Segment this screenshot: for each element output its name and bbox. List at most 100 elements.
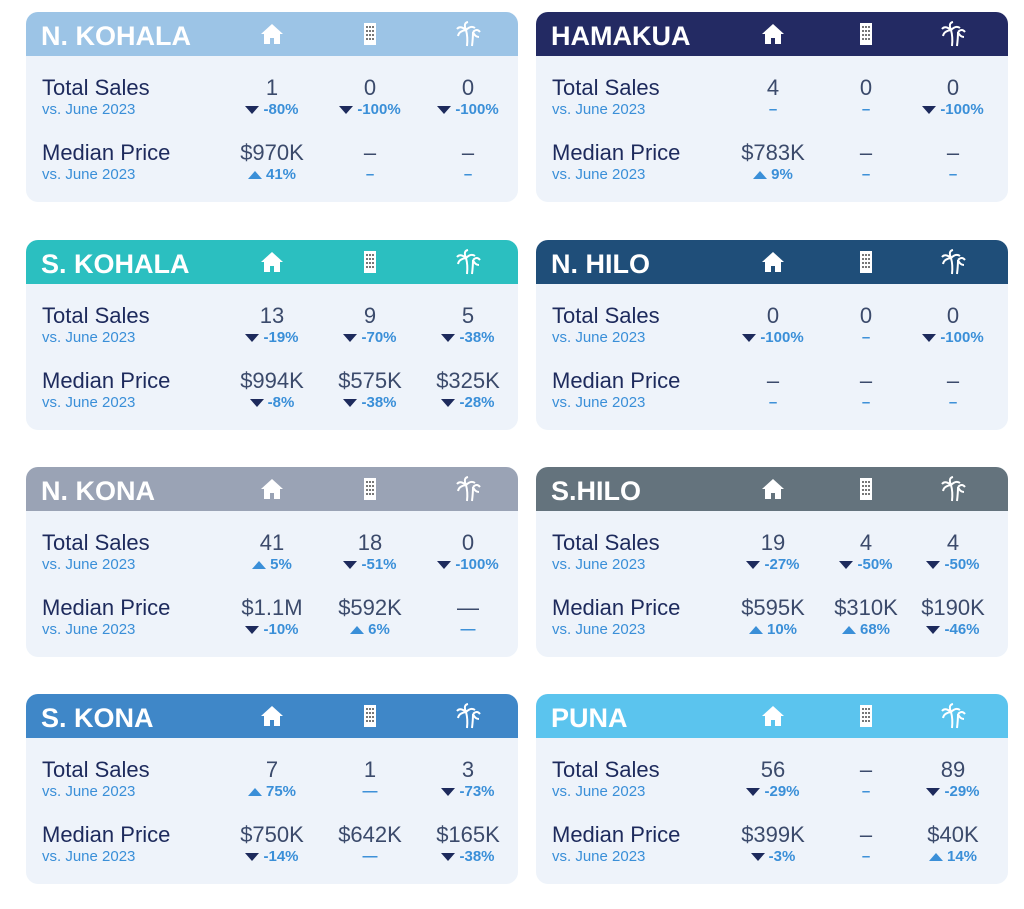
- card-header: S.HILO: [536, 467, 1008, 511]
- land-icon: [456, 703, 481, 729]
- change-text: -14%: [263, 848, 299, 865]
- change-text: –: [768, 101, 778, 118]
- change: -46%: [903, 621, 1003, 638]
- row-sublabel: vs. June 2023: [42, 783, 136, 800]
- change-arrow: [922, 334, 937, 343]
- change-text: –: [768, 394, 778, 411]
- change: -27%: [723, 556, 823, 573]
- change-text: -50%: [857, 556, 893, 573]
- change-text: –: [463, 166, 473, 183]
- value: 7: [265, 757, 279, 782]
- district-title: N. KOHALA: [41, 21, 191, 51]
- change-text: –: [861, 166, 871, 183]
- row-sublabel: vs. June 2023: [42, 329, 136, 346]
- card-header: HAMAKUA: [536, 12, 1008, 56]
- district-title: N. KONA: [41, 476, 155, 506]
- change: –: [816, 783, 916, 800]
- change-text: –: [861, 783, 871, 800]
- change: -38%: [418, 329, 518, 346]
- value: 9: [363, 303, 377, 328]
- change-text: –: [861, 394, 871, 411]
- change-arrow: [441, 853, 456, 862]
- change: -100%: [418, 101, 518, 118]
- change-text: -51%: [361, 556, 397, 573]
- change: —: [320, 848, 420, 865]
- value: –: [946, 368, 960, 393]
- change-text: -28%: [459, 394, 495, 411]
- value: –: [859, 822, 873, 847]
- row-label: Median Price: [42, 822, 171, 847]
- change-text: –: [365, 166, 375, 183]
- value: $399K: [741, 822, 805, 847]
- row-sublabel: vs. June 2023: [42, 848, 136, 865]
- value: –: [766, 368, 780, 393]
- value: 13: [259, 303, 285, 328]
- land-icon: [941, 703, 966, 729]
- change-arrow: [343, 561, 358, 570]
- value: 0: [363, 75, 377, 100]
- change: –: [816, 394, 916, 411]
- value: 56: [760, 757, 786, 782]
- district-card: S. KONA Total Sales vs. June 2023 7 75% 1—3 -7…: [26, 694, 518, 884]
- value: 5: [461, 303, 475, 328]
- change-text: -38%: [361, 394, 397, 411]
- change-text: -38%: [459, 848, 495, 865]
- row-label: Median Price: [552, 822, 681, 847]
- change: -50%: [903, 556, 1003, 573]
- value: 0: [461, 530, 475, 555]
- condo-icon: [364, 705, 376, 727]
- value: 0: [946, 75, 960, 100]
- row-label: Total Sales: [42, 303, 150, 328]
- change: 75%: [222, 783, 322, 800]
- row-sublabel: vs. June 2023: [552, 621, 646, 638]
- change-text: 41%: [265, 166, 297, 183]
- land-icon: [941, 249, 966, 275]
- change-text: —: [362, 848, 378, 865]
- change-text: -3%: [768, 848, 796, 865]
- value: 89: [940, 757, 966, 782]
- condo-icon: [364, 23, 376, 45]
- change-arrow: [922, 106, 937, 115]
- change-arrow: [441, 334, 456, 343]
- row-label: Median Price: [552, 368, 681, 393]
- value: $40K: [927, 822, 979, 847]
- row-sublabel: vs. June 2023: [42, 621, 136, 638]
- change: -100%: [903, 329, 1003, 346]
- district-title: PUNA: [551, 703, 628, 733]
- condo-icon: [860, 705, 872, 727]
- value: 0: [461, 75, 475, 100]
- change-arrow: [245, 853, 260, 862]
- change: –: [723, 394, 823, 411]
- district-card: HAMAKUA Total Sales vs. June 2023 4–0–0 -100…: [536, 12, 1008, 202]
- change-text: 9%: [771, 166, 793, 183]
- change-text: 10%: [766, 621, 798, 638]
- value: $970K: [240, 140, 304, 165]
- home-icon: [762, 24, 784, 44]
- change: –: [723, 101, 823, 118]
- value: 0: [859, 75, 873, 100]
- condo-icon: [860, 251, 872, 273]
- home-icon: [762, 479, 784, 499]
- row-sublabel: vs. June 2023: [42, 556, 136, 573]
- land-icon: [941, 21, 966, 47]
- change-text: –: [948, 394, 958, 411]
- row-sublabel: vs. June 2023: [552, 394, 646, 411]
- change: 68%: [816, 621, 916, 638]
- change: -10%: [222, 621, 322, 638]
- home-icon: [261, 479, 283, 499]
- change-text: -100%: [455, 101, 499, 118]
- row-sublabel: vs. June 2023: [552, 166, 646, 183]
- change: -29%: [903, 783, 1003, 800]
- district-card: S.HILO Total Sales vs. June 2023 19 -27% 4 -50…: [536, 467, 1008, 657]
- land-icon: [456, 476, 481, 502]
- card-header: N. KONA: [26, 467, 518, 511]
- row-label: Total Sales: [552, 75, 660, 100]
- row-label: Total Sales: [42, 75, 150, 100]
- row-sublabel: vs. June 2023: [42, 101, 136, 118]
- land-icon: [941, 476, 966, 502]
- row-label: Total Sales: [552, 530, 660, 555]
- change-arrow: [742, 334, 757, 343]
- change: -19%: [222, 329, 322, 346]
- value: $165K: [436, 822, 500, 847]
- change: -100%: [418, 556, 518, 573]
